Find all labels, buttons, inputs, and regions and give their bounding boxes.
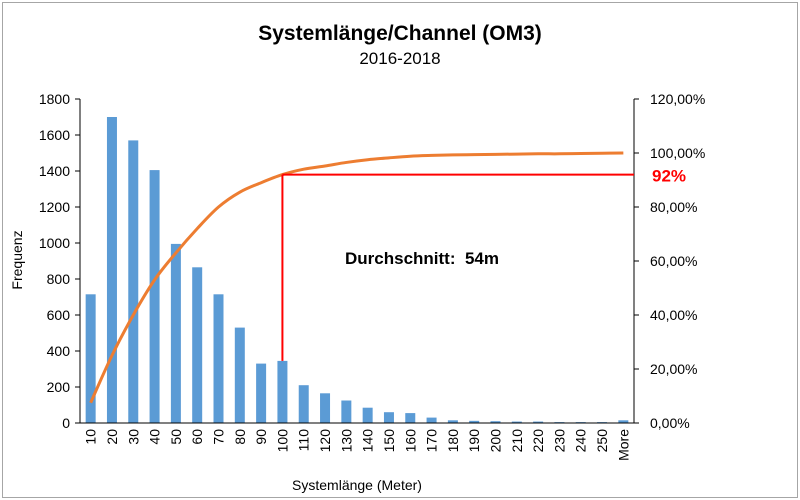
- y-tick-label: 0: [62, 415, 70, 431]
- bar: [469, 420, 480, 423]
- chart-subtitle: 2016-2018: [359, 49, 440, 68]
- bar: [106, 117, 117, 423]
- x-tick-label: 170: [424, 429, 440, 453]
- y2-tick-label: 40,00%: [650, 307, 697, 323]
- average-annotation: Durchschnitt: 54m: [345, 249, 499, 268]
- bar: [511, 421, 522, 423]
- percent-marker: 92%: [281, 167, 686, 361]
- bar: [256, 363, 267, 423]
- y-tick-label: 1200: [39, 199, 70, 215]
- bar: [447, 420, 458, 423]
- y2-tick-label: 120,00%: [650, 91, 705, 107]
- bar: [192, 267, 203, 423]
- x-tick-label: 250: [594, 429, 610, 453]
- bar: [128, 140, 139, 423]
- bar: [426, 417, 437, 423]
- x-tick-label: 190: [466, 429, 482, 453]
- x-tick-label: 60: [189, 429, 205, 445]
- cumulative-line-series: [89, 151, 624, 404]
- x-tick-label: More: [615, 429, 631, 461]
- y2-tick-label: 100,00%: [650, 145, 705, 161]
- y-tick-label: 1600: [39, 127, 70, 143]
- x-axis-ticks: 10 20 30 40 50 60 70 80 90 100 110 120 130 140 150 160 1…: [83, 429, 632, 461]
- x-tick-label: 30: [125, 429, 141, 445]
- bar: [618, 420, 629, 423]
- x-tick-label: 140: [360, 429, 376, 453]
- x-tick-label: 70: [211, 429, 227, 445]
- x-tick-label: 20: [104, 429, 120, 445]
- x-axis-title: Systemlänge (Meter): [292, 477, 422, 493]
- x-tick-label: 240: [573, 429, 589, 453]
- y2-tick-label: 0,00%: [650, 415, 690, 431]
- bar: [149, 170, 160, 423]
- x-tick-label: 120: [317, 429, 333, 453]
- bar: [213, 294, 224, 423]
- x-tick-label: 130: [338, 429, 354, 453]
- bar: [85, 294, 96, 423]
- y-tick-label: 1800: [39, 91, 70, 107]
- x-tick-label: 150: [381, 429, 397, 453]
- y-tick-label: 200: [47, 379, 71, 395]
- y-tick-label: 400: [47, 343, 71, 359]
- x-tick-label: 160: [402, 429, 418, 453]
- bar: [405, 413, 416, 423]
- x-tick-label: 100: [274, 429, 290, 453]
- x-tick-label: 40: [147, 429, 163, 445]
- x-tick-label: 80: [232, 429, 248, 445]
- x-tick-label: 110: [296, 429, 312, 452]
- y-tick-label: 1400: [39, 163, 70, 179]
- chart-title: Systemlänge/Channel (OM3): [258, 22, 542, 45]
- x-tick-label: 180: [445, 429, 461, 453]
- bar: [341, 400, 352, 423]
- y-tick-label: 800: [47, 271, 71, 287]
- x-tick-label: 200: [488, 429, 504, 453]
- x-tick-label: 50: [168, 429, 184, 445]
- x-tick-label: 230: [551, 429, 567, 453]
- x-tick-label: 10: [83, 429, 99, 445]
- y2-tick-label: 60,00%: [650, 253, 697, 269]
- bar: [383, 412, 394, 423]
- bar: [533, 421, 544, 423]
- x-tick-label: 90: [253, 429, 269, 445]
- bar: [277, 360, 288, 423]
- y2-tick-label: 20,00%: [650, 361, 697, 377]
- axes: [79, 99, 635, 424]
- marker-label: 92%: [652, 167, 686, 186]
- y-axis-title: Frequenz: [9, 230, 25, 289]
- bar: [490, 421, 501, 423]
- x-tick-label: 210: [509, 429, 525, 453]
- y-tick-label: 600: [47, 307, 71, 323]
- y2-tick-label: 80,00%: [650, 199, 697, 215]
- bar: [170, 243, 181, 423]
- bar: [362, 407, 373, 423]
- cumulative-line: [89, 151, 624, 404]
- x-tick-label: 220: [530, 429, 546, 453]
- y2-axis-ticks: 0,00% 20,00% 40,00% 60,00% 80,00% 100,00% 120,…: [634, 91, 705, 431]
- bar: [234, 327, 245, 423]
- y-tick-label: 1000: [39, 235, 70, 251]
- bar: [320, 393, 331, 423]
- bar: [298, 385, 309, 423]
- y-axis-ticks: 0 200 400 600 800 1000 1200 1400 1600 1800: [39, 91, 80, 431]
- bar-series: [85, 117, 629, 423]
